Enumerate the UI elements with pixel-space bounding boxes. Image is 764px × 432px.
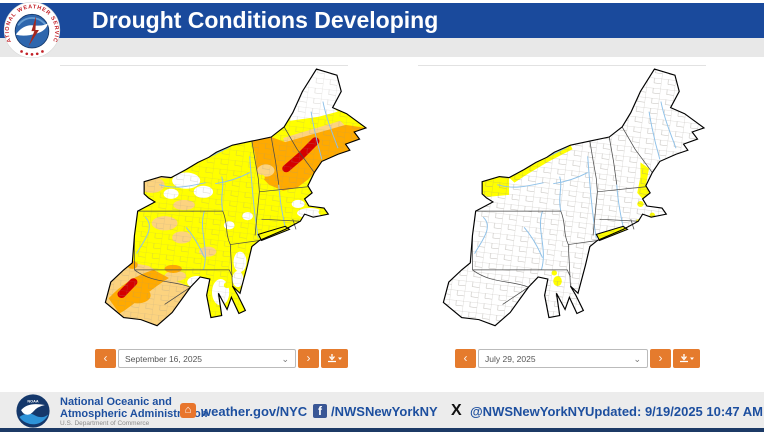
next-date-button[interactable]: › <box>298 349 319 368</box>
top-white-strip <box>0 0 764 3</box>
download-button[interactable] <box>321 349 348 368</box>
prev-date-button[interactable]: ‹ <box>455 349 476 368</box>
d3-extreme-dot <box>119 242 126 248</box>
county-lines <box>443 69 704 326</box>
header-underline-strip <box>0 38 764 57</box>
facebook-handle: /NWSNewYorkNY <box>331 404 438 419</box>
download-button[interactable] <box>673 349 700 368</box>
department-label: U.S. Department of Commerce <box>60 420 150 427</box>
chevron-left-icon: ‹ <box>463 351 468 365</box>
drought-map-september <box>104 68 367 327</box>
header-bar <box>0 3 764 38</box>
next-date-button[interactable]: › <box>650 349 671 368</box>
website-link: weather.gov/NYC <box>201 404 308 419</box>
updated-timestamp: Updated: 9/19/2025 10:47 AM <box>585 404 763 419</box>
download-icon <box>327 353 342 362</box>
county-lines <box>105 69 366 326</box>
nws-logo: NATIONAL WEATHER SERVICE <box>3 1 61 59</box>
date-dropdown-value: July 29, 2025 <box>485 353 536 364</box>
date-selector-september: ‹ September 16, 2025 ⌄ › <box>95 349 348 368</box>
x-handle: @NWSNewYorkNY <box>470 404 586 419</box>
download-icon <box>679 353 694 362</box>
left-panel-line <box>60 65 348 66</box>
noaa-logo-text: NOAA <box>27 400 38 404</box>
agency-name: National Oceanic and Atmospheric Adminis… <box>60 396 208 420</box>
prev-date-button[interactable]: ‹ <box>95 349 116 368</box>
footer-bar <box>0 392 764 428</box>
nws-logo-globe <box>14 13 50 49</box>
x-twitter-icon: X <box>451 402 462 419</box>
page-title: Drought Conditions Developing <box>92 7 439 33</box>
date-dropdown-value: September 16, 2025 <box>125 353 203 364</box>
bottom-navy-strip <box>0 428 764 432</box>
chevron-down-icon: ⌄ <box>633 353 641 364</box>
facebook-icon: f <box>313 404 327 418</box>
date-dropdown[interactable]: September 16, 2025 ⌄ <box>118 349 296 368</box>
date-selector-july: ‹ July 29, 2025 ⌄ › <box>455 349 700 368</box>
date-dropdown[interactable]: July 29, 2025 ⌄ <box>478 349 648 368</box>
right-panel-line <box>418 65 706 66</box>
home-icon: ⌂ <box>180 403 196 418</box>
drought-map-july <box>442 68 705 327</box>
noaa-logo: NOAA <box>16 394 50 428</box>
chevron-right-icon: › <box>306 351 311 365</box>
chevron-down-icon: ⌄ <box>281 353 289 364</box>
chevron-left-icon: ‹ <box>103 351 108 365</box>
chevron-right-icon: › <box>658 351 663 365</box>
